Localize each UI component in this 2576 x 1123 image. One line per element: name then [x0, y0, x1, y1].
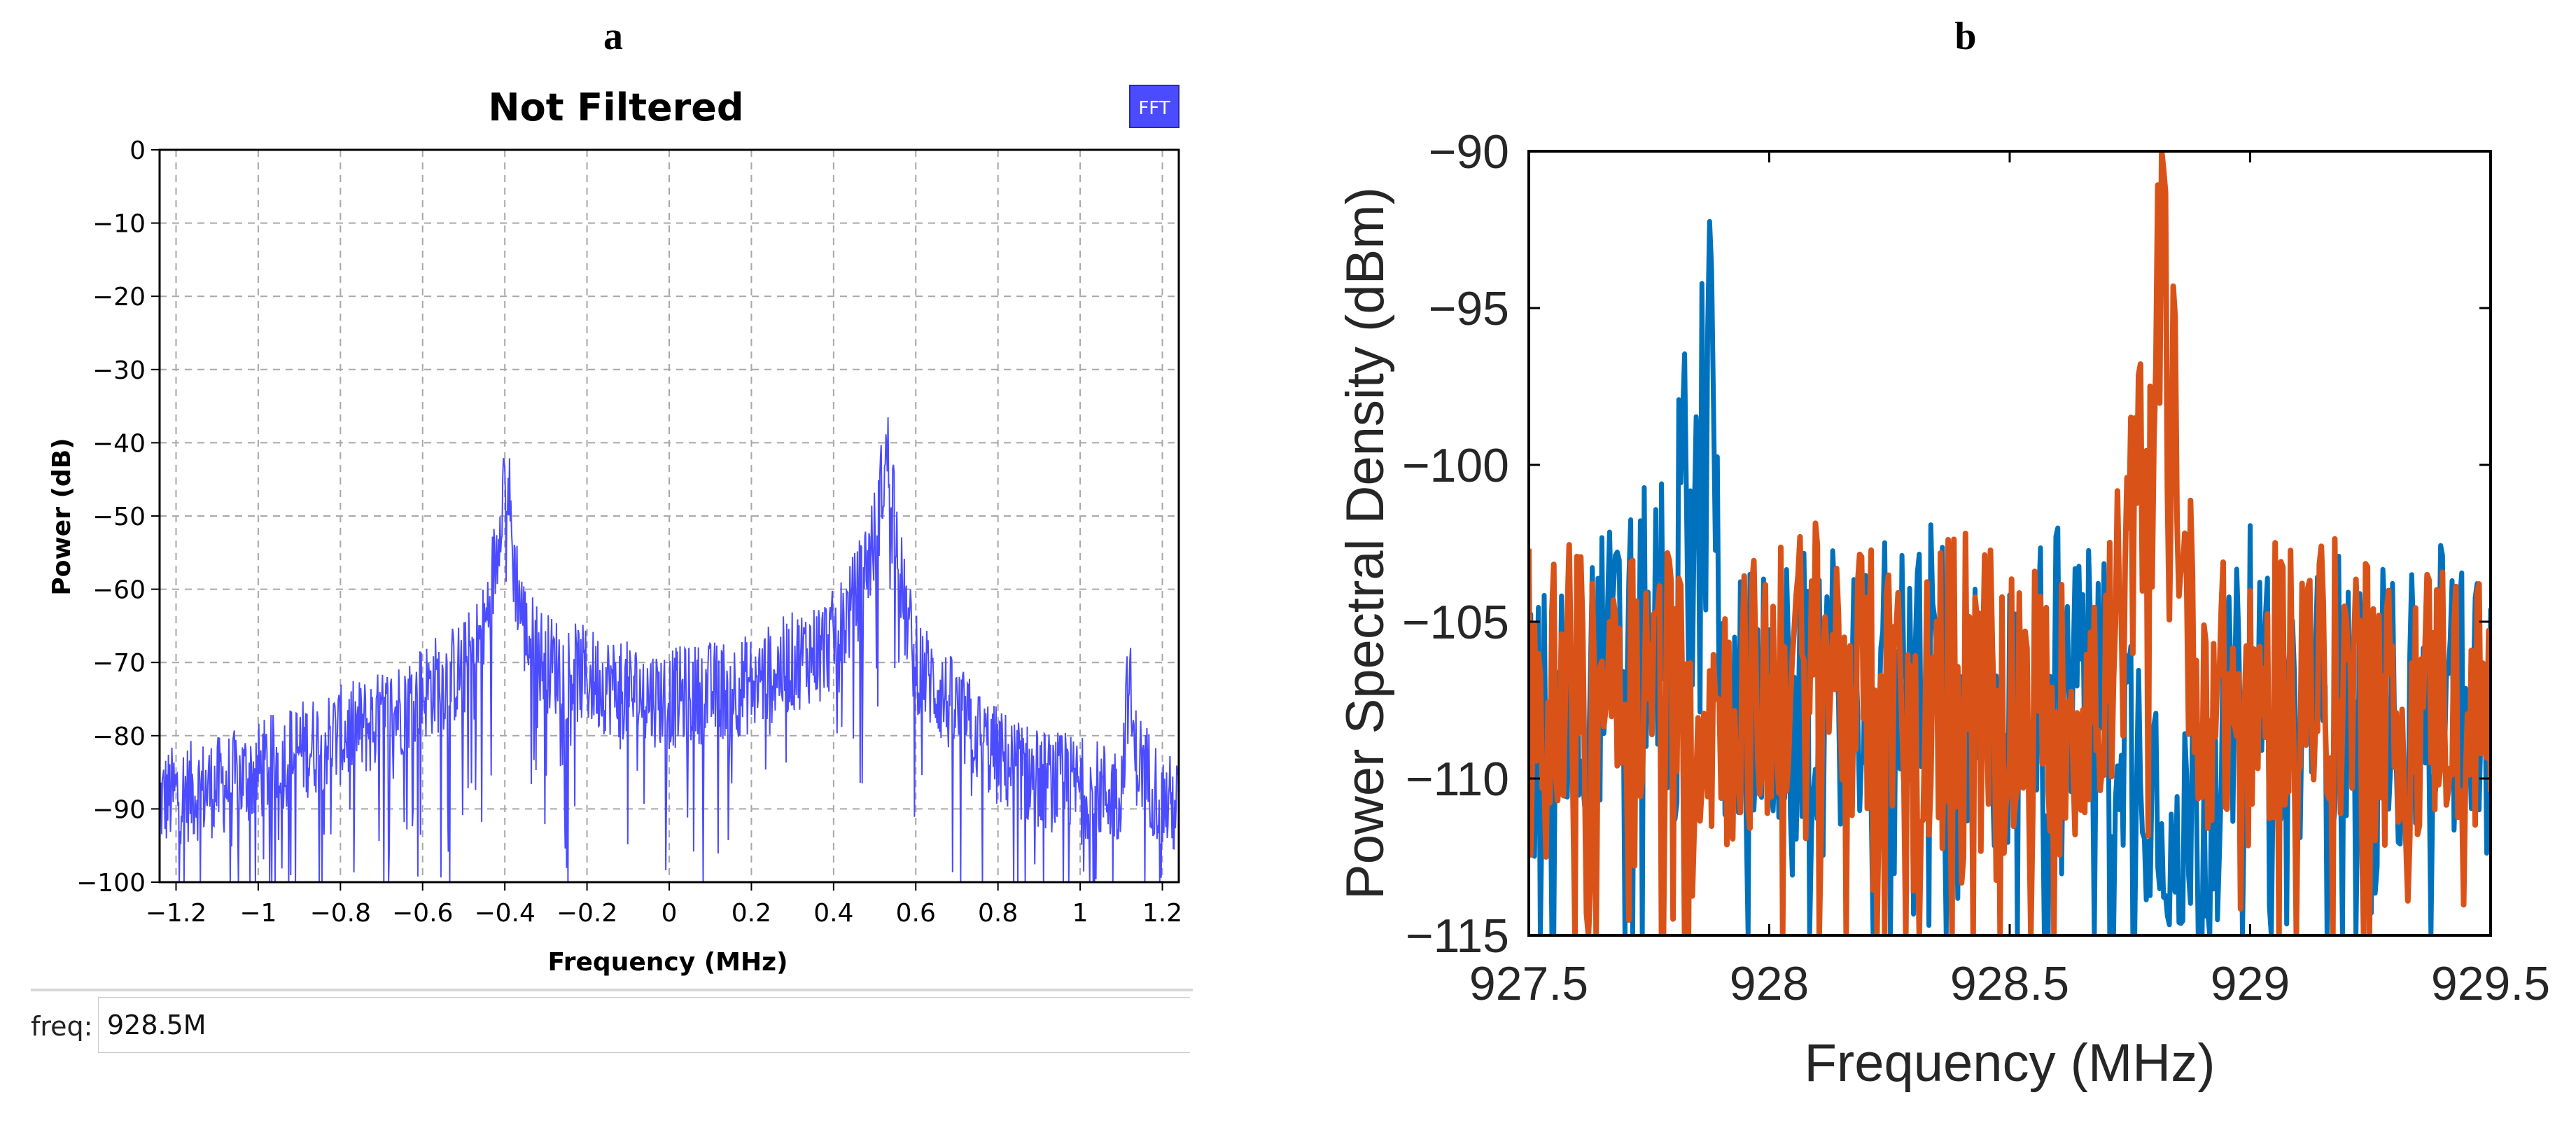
chart-b-xtick-label: 929.5	[2431, 957, 2550, 1010]
chart-a-xtick-label: −1	[239, 899, 276, 928]
chart-b-ytick-label: −90	[1429, 125, 1509, 179]
chart-a-ytick-label: −90	[92, 795, 146, 824]
chart-a-xlabel: Frequency (MHz)	[547, 948, 788, 977]
fft-button-bg	[1129, 85, 1180, 128]
chart-b-xlabel: Frequency (MHz)	[1805, 1033, 2216, 1093]
fft-button[interactable]: FFT	[1129, 85, 1180, 128]
chart-a-xtick-label: 1	[1072, 899, 1088, 928]
chart-b: 927.5 928 928.5 929 929.5 −90 −95 −100 −105 −110…	[1336, 125, 2550, 1093]
chart-a-xtick-label: −0.2	[556, 899, 617, 928]
chart-b-xtick-label: 928.5	[1950, 957, 2069, 1010]
chart-a-ytick-label: −30	[92, 356, 146, 385]
chart-a-ylabel: Power (dB)	[48, 438, 76, 595]
freq-label: freq:	[31, 1011, 93, 1042]
chart-a-ytick-label: −100	[76, 869, 146, 898]
chart-a-xtick-label: 0.4	[813, 899, 853, 928]
chart-a-xtick-label: −0.4	[474, 899, 535, 928]
chart-a-ytick-label: −70	[92, 649, 146, 678]
chart-a-ytick-label: −20	[92, 283, 146, 312]
chart-a-xtick-label: 0.2	[732, 899, 771, 928]
chart-b-ytick-label: −110	[1406, 753, 1509, 806]
chart-b-yticks: −90 −95 −100 −105 −110 −115	[1402, 125, 2491, 963]
chart-a-yticks: 0 −10 −20 −30 −40 −50 −60 −70 −80 −90 −100	[76, 137, 160, 898]
chart-a: −1.2 −1 −0.8 −0.6 −0.4 −0.2 0 0.2 0.4 0.6 0.8 1 1.2 …	[48, 85, 1182, 977]
chart-b-xtick-label: 929	[2211, 957, 2290, 1010]
chart-a-fft-trace	[160, 417, 1179, 882]
chart-a-xtick-label: −0.6	[392, 899, 453, 928]
chart-b-xtick-label: 927.5	[1469, 957, 1588, 1010]
chart-a-xtick-label: 0	[662, 899, 678, 928]
fft-button-label: FFT	[1138, 98, 1170, 119]
chart-b-ytick-label: −95	[1429, 282, 1509, 335]
chart-a-xticks: −1.2 −1 −0.8 −0.6 −0.4 −0.2 0 0.2 0.4 0.6 0.8 1 1.2	[146, 882, 1182, 928]
chart-b-ytick-label: −115	[1406, 909, 1509, 963]
chart-b-xticks: 927.5 928 928.5 929 929.5	[1469, 151, 2550, 1010]
chart-a-xtick-label: −0.8	[310, 899, 371, 928]
chart-a-xtick-label: 1.2	[1142, 899, 1182, 928]
chart-a-ytick-label: −80	[92, 723, 146, 751]
chart-a-title: Not Filtered	[488, 85, 743, 130]
panel-a-letter: a	[603, 15, 623, 58]
chart-a-ytick-label: 0	[130, 137, 146, 165]
chart-a-ytick-label: −10	[92, 210, 146, 239]
chart-b-xtick-label: 928	[1730, 957, 1809, 1010]
freq-separator	[31, 989, 1193, 991]
chart-a-xtick-label: −1.2	[146, 899, 206, 928]
chart-a-ytick-label: −50	[92, 503, 146, 531]
freq-control: freq:	[31, 989, 1193, 1061]
chart-a-ytick-label: −60	[92, 576, 146, 605]
panel-b-letter: b	[1954, 15, 1976, 58]
freq-input[interactable]	[98, 997, 1190, 1053]
chart-a-ytick-label: −40	[92, 429, 146, 458]
chart-b-ytick-label: −100	[1402, 439, 1509, 492]
chart-b-series-layer	[1529, 151, 2491, 935]
chart-b-series-2-line	[1529, 151, 2491, 935]
chart-a-xtick-label: 0.6	[896, 899, 936, 928]
chart-b-ylabel: Power Spectral Density (dBm)	[1336, 187, 1395, 900]
chart-a-xtick-label: 0.8	[978, 899, 1018, 928]
chart-a-trace-layer	[160, 417, 1179, 882]
chart-b-ytick-label: −105	[1402, 596, 1509, 649]
